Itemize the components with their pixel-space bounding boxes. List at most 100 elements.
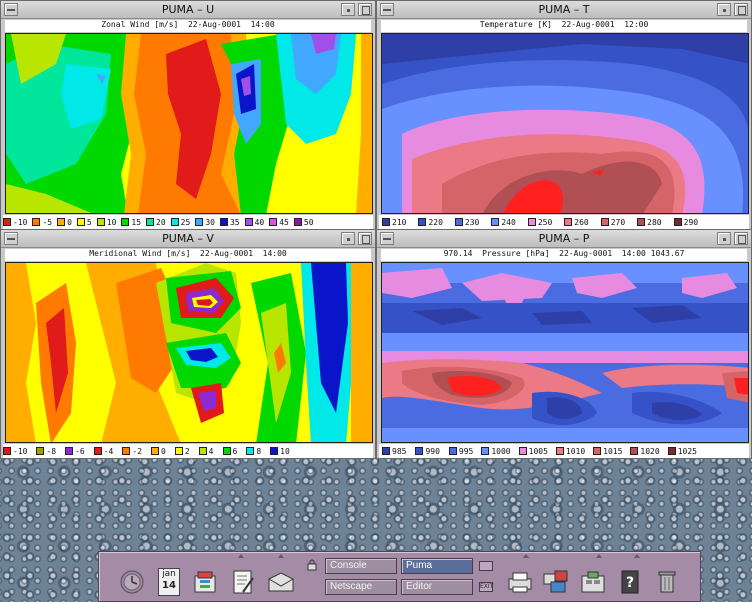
legend-item: -8 (36, 445, 56, 457)
workspace-button-netscape[interactable]: Netscape (325, 579, 397, 595)
legend-item: 270 (600, 216, 625, 228)
workspace-button-editor[interactable]: Editor (401, 579, 473, 595)
maximize-button[interactable] (358, 232, 372, 245)
legend-item: -10 (3, 216, 27, 228)
legend-item: 25 (170, 216, 190, 228)
contour-plot-t (381, 33, 749, 214)
subpanel-arrow[interactable] (231, 553, 251, 560)
clock-icon[interactable] (115, 565, 149, 599)
legend-item: 0 (57, 216, 72, 228)
window-puma-v[interactable]: PUMA – V Meridional Wind [m/s] 22-Aug-00… (0, 229, 376, 459)
legend-item: -10 (3, 445, 27, 457)
legend-item: 40 (244, 216, 264, 228)
workspace-button-console[interactable]: Console (325, 558, 397, 574)
window-title: PUMA – T (538, 3, 590, 16)
legend-item: 6 (222, 445, 237, 457)
legend-item: 250 (527, 216, 552, 228)
legend-item: 10 (270, 445, 290, 457)
window-puma-t[interactable]: PUMA – T Temperature [K] 22-Aug-0001 12:… (376, 0, 752, 230)
text-editor-icon[interactable] (226, 565, 260, 599)
window-puma-p[interactable]: PUMA – P 970.14 Pressure [hPa] 22-Aug-00… (376, 229, 752, 459)
mailer-icon[interactable] (264, 565, 298, 599)
legend-item: 20 (146, 216, 166, 228)
plot-subtitle: Temperature [K] 22-Aug-0001 12:00 (381, 20, 747, 32)
workspace-button-puma[interactable]: Puma (401, 558, 473, 574)
legend-item: 30 (195, 216, 215, 228)
legend-item: 260 (564, 216, 589, 228)
legend-item: 1025 (667, 445, 697, 457)
legend-item: 2 (174, 445, 190, 457)
legend-item: -5 (32, 216, 52, 228)
minimize-button[interactable] (341, 232, 355, 245)
calendar-icon[interactable]: jan 14 (152, 565, 186, 599)
calendar-day: 14 (162, 580, 176, 591)
color-legend: 985 990 995 1000 1005 1010 1015 1020 102… (379, 444, 749, 458)
minimize-button[interactable] (717, 232, 731, 245)
subpanel-arrow[interactable] (627, 553, 647, 560)
file-manager-icon[interactable] (189, 565, 223, 599)
window-menu-button[interactable] (380, 3, 394, 16)
legend-item: 995 (448, 445, 473, 457)
legend-item: 4 (198, 445, 214, 457)
legend-item: 1005 (518, 445, 548, 457)
maximize-button[interactable] (734, 232, 748, 245)
legend-item: 10 (96, 216, 116, 228)
legend-item: 8 (246, 445, 261, 457)
minimize-button[interactable] (341, 3, 355, 16)
contour-map (382, 34, 748, 213)
titlebar[interactable]: PUMA – T (377, 1, 751, 19)
legend-item: 50 (293, 216, 314, 228)
subpanel-arrow[interactable] (516, 553, 536, 560)
contour-plot-v (5, 262, 373, 443)
legend-item: 0 (151, 445, 166, 457)
window-title: PUMA – U (161, 3, 215, 16)
legend-item: 35 (219, 216, 240, 228)
color-legend: 210 220 230 240 250 260 270 280 290 (379, 215, 749, 229)
legend-item: 240 (491, 216, 516, 228)
window-title: PUMA – P (538, 232, 590, 245)
titlebar[interactable]: PUMA – P (377, 230, 751, 248)
subpanel-arrow[interactable] (271, 553, 291, 560)
legend-item: 985 (382, 445, 406, 457)
window-menu-button[interactable] (4, 232, 18, 245)
legend-item: 230 (454, 216, 479, 228)
lock-icon[interactable] (305, 558, 319, 572)
color-legend: -10 -5 0 5 10 15 20 25 30 35 40 45 50 (3, 215, 373, 229)
legend-item: -4 (93, 445, 113, 457)
printer-icon[interactable] (503, 565, 537, 599)
titlebar[interactable]: PUMA – V (1, 230, 375, 248)
titlebar[interactable]: PUMA – U (1, 1, 375, 19)
color-legend: -10 -8 -6 -4 -2 0 2 4 6 8 10 (3, 444, 373, 458)
legend-item: 45 (269, 216, 289, 228)
subpanel-arrow[interactable] (589, 553, 609, 560)
exit-button[interactable]: EXIT (479, 582, 494, 592)
legend-item: 1000 (481, 445, 511, 457)
legend-item: -2 (122, 445, 142, 457)
legend-item: 5 (76, 216, 92, 228)
legend-item: 210 (382, 216, 406, 228)
legend-item: 990 (415, 445, 440, 457)
contour-map (382, 263, 748, 442)
legend-item: 15 (121, 216, 141, 228)
minimize-button[interactable] (717, 3, 731, 16)
help-icon[interactable]: ? (613, 565, 647, 599)
calendar-month: jan (162, 569, 176, 579)
contour-plot-u (5, 33, 373, 214)
maximize-button[interactable] (734, 3, 748, 16)
trash-icon[interactable] (650, 565, 684, 599)
maximize-button[interactable] (358, 3, 372, 16)
plot-subtitle: 970.14 Pressure [hPa] 22-Aug-0001 14:00 … (381, 249, 747, 261)
legend-item: 1010 (555, 445, 585, 457)
style-manager-icon[interactable] (539, 565, 573, 599)
contour-map (6, 34, 372, 213)
legend-item: 280 (637, 216, 662, 228)
legend-item: 290 (673, 216, 698, 228)
application-manager-icon[interactable] (576, 565, 610, 599)
front-panel: jan 14 Console Puma Netscape Editor EXIT… (98, 551, 701, 602)
busy-indicator (479, 561, 493, 571)
window-title: PUMA – V (162, 232, 214, 245)
window-menu-button[interactable] (4, 3, 18, 16)
window-puma-u[interactable]: PUMA – U Zonal Wind [m/s] 22-Aug-0001 14… (0, 0, 376, 230)
window-menu-button[interactable] (380, 232, 394, 245)
legend-item: 1015 (593, 445, 622, 457)
